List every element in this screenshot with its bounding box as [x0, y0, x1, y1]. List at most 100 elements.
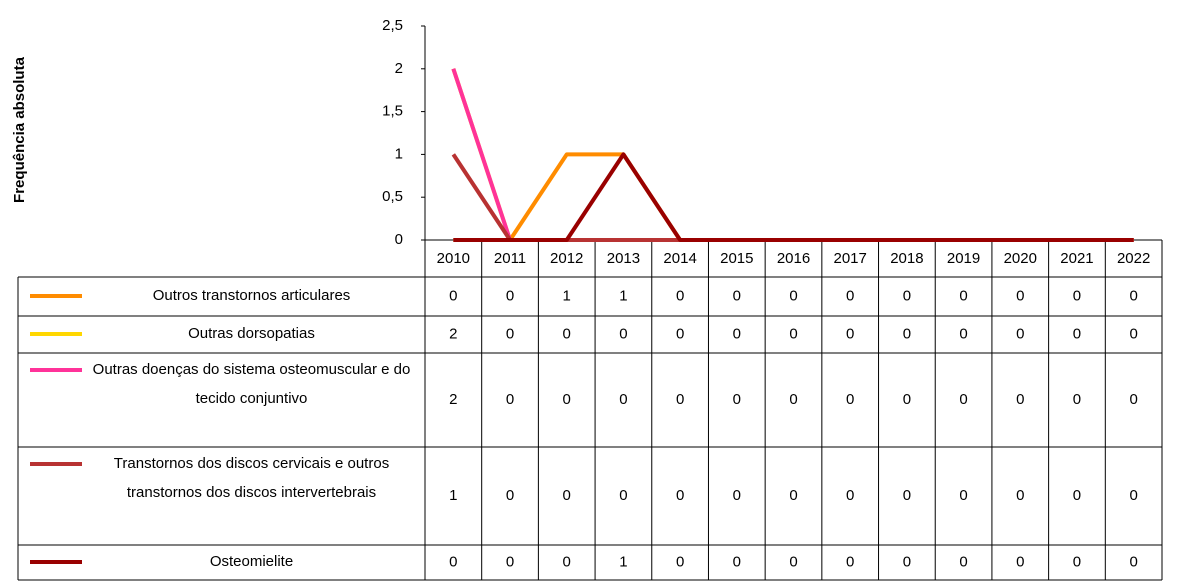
table-value: 0: [959, 553, 967, 570]
table-value: 0: [1129, 287, 1137, 304]
series-line: [451, 68, 1134, 242]
table-value: 0: [846, 287, 854, 304]
series-line: [453, 152, 1134, 242]
table-value: 0: [733, 391, 741, 408]
x-tick-label: 2010: [437, 250, 470, 267]
table-value: 0: [506, 287, 514, 304]
table-value: 0: [1073, 487, 1081, 504]
table-value: 0: [449, 287, 457, 304]
table-value: 1: [619, 287, 627, 304]
table-value: 0: [846, 487, 854, 504]
table-value: 0: [676, 287, 684, 304]
table-value: 0: [506, 325, 514, 342]
table-value: 0: [619, 325, 627, 342]
x-tick-label: 2012: [550, 250, 583, 267]
y-tick-label: 0: [395, 231, 403, 248]
table-value: 0: [506, 391, 514, 408]
table-value: 0: [563, 487, 571, 504]
table-value: 0: [1016, 391, 1024, 408]
table-value: 1: [619, 553, 627, 570]
table-value: 0: [1016, 487, 1024, 504]
table-value: 0: [733, 325, 741, 342]
legend-entry: Outras dorsopatias: [18, 316, 425, 353]
table-value: 0: [676, 325, 684, 342]
table-value: 0: [789, 487, 797, 504]
table-value: 0: [903, 553, 911, 570]
table-value: 0: [676, 391, 684, 408]
table-value: 0: [733, 553, 741, 570]
table-value: 0: [676, 487, 684, 504]
table-value: 1: [449, 487, 457, 504]
legend-cell: Outras dorsopatias: [18, 316, 425, 353]
series-line: [451, 153, 1134, 242]
table-value: 0: [959, 287, 967, 304]
legend-swatch: [30, 368, 82, 372]
x-tick-label: 2017: [834, 250, 867, 267]
y-tick-label: 2,5: [382, 17, 403, 34]
legend-cell: Transtornos dos discos cervicais e outro…: [18, 447, 425, 545]
legend-swatch: [30, 332, 82, 336]
y-tick-label: 1,5: [382, 103, 403, 120]
legend-swatch: [30, 560, 82, 564]
x-tick-label: 2018: [890, 250, 923, 267]
table-value: 0: [846, 325, 854, 342]
x-tick-label: 2015: [720, 250, 753, 267]
table-value: 0: [846, 391, 854, 408]
table-value: 0: [563, 325, 571, 342]
x-tick-label: 2014: [663, 250, 696, 267]
table-value: 0: [506, 553, 514, 570]
legend-cell: Outros transtornos articulares: [18, 277, 425, 316]
table-value: 0: [1129, 325, 1137, 342]
legend-swatch: [30, 294, 82, 298]
x-tick-label: 2022: [1117, 250, 1150, 267]
legend-label: Transtornos dos discos cervicais e outro…: [113, 455, 390, 501]
legend-entry: Outras doenças do sistema osteomuscular …: [18, 353, 425, 447]
table-value: 0: [619, 391, 627, 408]
legend-cell: Osteomielite: [18, 545, 425, 580]
x-tick-label: 2021: [1060, 250, 1093, 267]
table-value: 0: [903, 487, 911, 504]
table-value: 0: [959, 325, 967, 342]
table-value: 0: [676, 553, 684, 570]
table-value: 0: [789, 391, 797, 408]
table-value: 0: [1129, 487, 1137, 504]
table-value: 0: [619, 487, 627, 504]
table-value: 0: [903, 325, 911, 342]
legend-swatch: [30, 462, 82, 466]
series-line: [451, 68, 1134, 242]
legend-label: Outras dorsopatias: [188, 325, 315, 342]
table-value: 0: [1016, 325, 1024, 342]
table-value: 2: [449, 325, 457, 342]
legend-entry: Transtornos dos discos cervicais e outro…: [18, 447, 425, 545]
table-value: 0: [1073, 287, 1081, 304]
table-value: 0: [1073, 325, 1081, 342]
table-value: 0: [1073, 391, 1081, 408]
table-value: 0: [903, 391, 911, 408]
y-tick-label: 2: [395, 60, 403, 77]
table-value: 2: [449, 391, 457, 408]
table-value: 0: [1129, 553, 1137, 570]
legend-label: Outros transtornos articulares: [152, 287, 351, 304]
table-value: 0: [1016, 287, 1024, 304]
x-tick-label: 2016: [777, 250, 810, 267]
y-tick-label: 1: [395, 145, 403, 162]
table-value: 0: [1129, 391, 1137, 408]
table-value: 0: [789, 287, 797, 304]
legend-cell: Outras doenças do sistema osteomuscular …: [18, 353, 425, 447]
x-tick-label: 2019: [947, 250, 980, 267]
table-value: 0: [1073, 553, 1081, 570]
table-value: 0: [506, 487, 514, 504]
legend-entry: Osteomielite: [18, 545, 425, 580]
y-axis-title: Frequência absoluta: [11, 56, 28, 203]
table-value: 0: [563, 553, 571, 570]
legend-entry: Outros transtornos articulares: [18, 277, 425, 316]
legend-label: Osteomielite: [209, 553, 294, 570]
table-value: 0: [846, 553, 854, 570]
table-value: 0: [733, 287, 741, 304]
table-value: 0: [789, 325, 797, 342]
series-line: [453, 152, 1134, 242]
x-tick-label: 2013: [607, 250, 640, 267]
table-value: 0: [733, 487, 741, 504]
table-value: 0: [959, 391, 967, 408]
